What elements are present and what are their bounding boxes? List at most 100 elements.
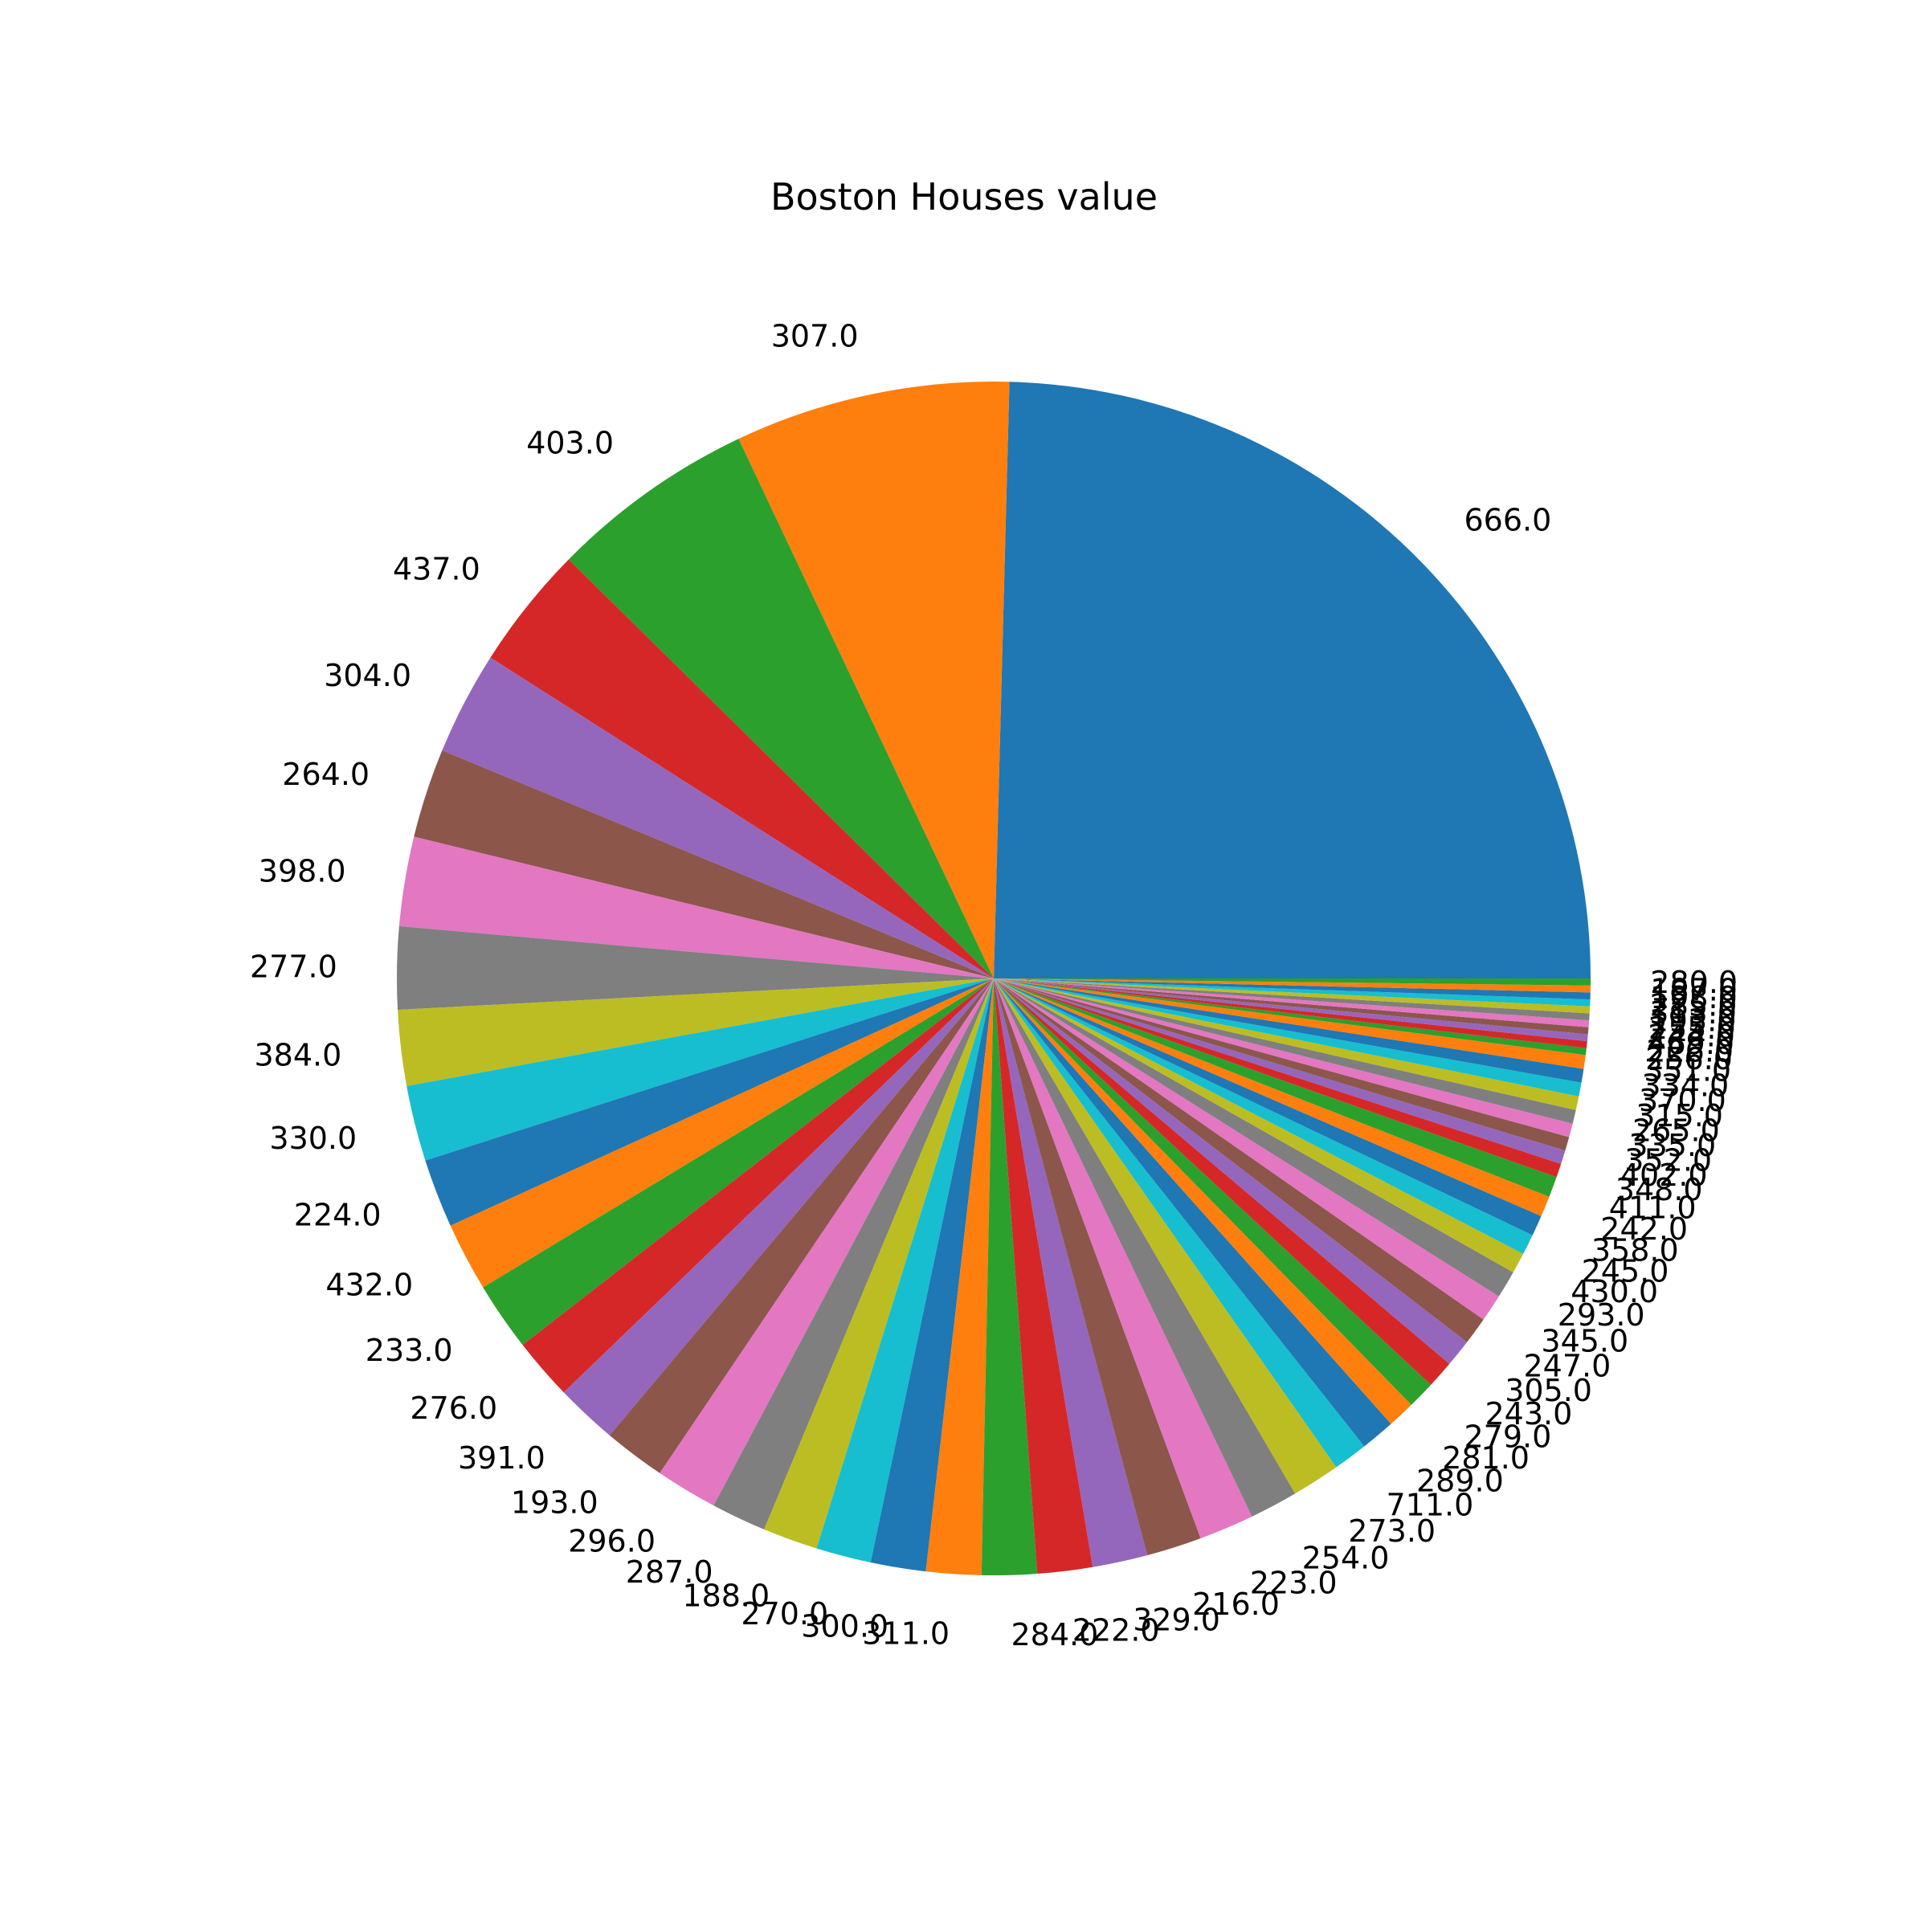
slice-label: 307.0	[771, 318, 859, 353]
slice-label: 216.0	[1192, 1587, 1280, 1622]
pie-slice	[994, 978, 1573, 1138]
pie-slice	[425, 978, 994, 1226]
slice-label: 223.0	[1250, 1566, 1338, 1601]
slice-label: 311.0	[862, 1616, 950, 1652]
pie-slice	[450, 978, 994, 1288]
slice-label: 305.0	[1505, 1373, 1592, 1408]
pie-slice	[738, 382, 1010, 979]
pie-slice	[994, 978, 1337, 1494]
pie-slice	[994, 978, 1201, 1555]
slice-label: 402.0	[1620, 1158, 1708, 1193]
pie-slice	[994, 978, 1391, 1447]
pie-slice	[994, 978, 1576, 1124]
slice-label: 256.0	[1645, 1041, 1733, 1076]
pie-slice	[994, 978, 1582, 1097]
pie-slice	[398, 836, 994, 978]
slice-label: 391.0	[458, 1440, 545, 1476]
pie-slice	[994, 978, 1450, 1385]
pie-slice	[994, 978, 1591, 1000]
slice-label: 469.0	[1647, 1026, 1734, 1061]
pie-slice	[870, 978, 994, 1572]
pie-slice	[994, 978, 1296, 1517]
slice-label: 224.0	[294, 1198, 382, 1233]
slice-label: 242.0	[1600, 1211, 1688, 1247]
pie-slice	[483, 978, 994, 1346]
slice-label: 276.0	[410, 1391, 497, 1426]
pie-slice	[994, 978, 1499, 1320]
pie-slice	[816, 978, 994, 1563]
slice-label: 334.0	[1641, 1068, 1729, 1103]
pie-slice	[490, 559, 994, 978]
slice-label: 233.0	[366, 1333, 453, 1368]
slice-label: 430.0	[1571, 1274, 1658, 1309]
slice-label: 281.0	[1442, 1440, 1530, 1476]
slice-label: 296.0	[568, 1524, 656, 1559]
slice-label: 289.0	[1416, 1464, 1504, 1499]
pie-slices	[397, 382, 1591, 1575]
slice-label: 432.0	[325, 1267, 413, 1302]
pie-slice	[994, 978, 1570, 1151]
slice-label: 273.0	[1348, 1513, 1436, 1549]
pie-slice	[994, 978, 1557, 1197]
pie-slice	[994, 978, 1586, 1069]
pie-slice	[994, 978, 1590, 1021]
slice-label: 348.0	[1616, 1172, 1703, 1207]
pie-slice	[994, 978, 1588, 1042]
slice-label: 437.0	[393, 552, 480, 587]
slice-label: 255.0	[1648, 1011, 1736, 1046]
pie-slice	[994, 978, 1591, 986]
slice-label: 265.0	[1632, 1113, 1720, 1149]
pie-slice	[994, 978, 1589, 1035]
slice-label: 398.0	[259, 854, 346, 889]
slice-label: 245.0	[1582, 1253, 1669, 1289]
pie-slice	[994, 978, 1591, 993]
pie-slice	[994, 978, 1587, 1048]
pie-slice	[994, 978, 1093, 1575]
pie-slice	[568, 439, 994, 978]
pie-slice	[398, 978, 994, 1087]
pie-slice	[522, 978, 994, 1393]
pie-slice	[764, 978, 994, 1549]
pie-slice	[660, 978, 994, 1506]
slice-label: 188.0	[682, 1578, 770, 1613]
pie-slice	[981, 978, 1038, 1575]
slice-label: 254.0	[1302, 1541, 1390, 1576]
slice-label: 351.0	[1644, 1052, 1731, 1088]
slice-label: 304.0	[324, 658, 411, 693]
slice-label: 313.0	[1649, 995, 1737, 1031]
pie-slice	[994, 978, 1587, 1056]
slice-label: 293.0	[1558, 1297, 1645, 1333]
pie-slice	[994, 978, 1590, 1027]
pie-slice	[994, 978, 1432, 1405]
pie-slice	[994, 978, 1524, 1272]
slice-label: 193.0	[511, 1485, 598, 1520]
slice-label: 243.0	[1485, 1396, 1573, 1432]
slice-label: 711.0	[1387, 1487, 1474, 1522]
slice-label: 187.0	[1650, 972, 1738, 1007]
pie-slice	[994, 978, 1148, 1567]
pie-slice	[994, 978, 1365, 1468]
pie-slice	[994, 382, 1591, 978]
pie-slice	[994, 978, 1468, 1364]
slice-label: 666.0	[1464, 503, 1552, 538]
slice-label: 247.0	[1524, 1349, 1611, 1384]
pie-slice	[994, 978, 1579, 1110]
pie-slice	[442, 657, 994, 978]
slice-label: 198.0	[1650, 980, 1738, 1015]
chart-title: Boston Houses value	[770, 175, 1158, 219]
slice-label: 384.0	[255, 1037, 342, 1072]
pie-slice	[994, 978, 1591, 1007]
slice-label: 222.0	[1072, 1612, 1160, 1648]
slice-label: 270.0	[741, 1596, 828, 1632]
pie-slice	[994, 978, 1562, 1178]
pie-slice	[713, 978, 994, 1530]
pie-labels: 666.0 307.0 403.0 437.0 304.0 264.0 398.0 277.0…	[250, 318, 1738, 1652]
pie-slice	[994, 978, 1252, 1538]
pie-slice	[414, 750, 994, 978]
slice-label: 285.0	[1650, 988, 1738, 1023]
slice-label: 226.0	[1646, 1034, 1734, 1069]
slice-label: 403.0	[526, 426, 614, 461]
slice-label: 284.0	[1011, 1617, 1099, 1652]
slice-label: 280.0	[1650, 965, 1738, 1000]
